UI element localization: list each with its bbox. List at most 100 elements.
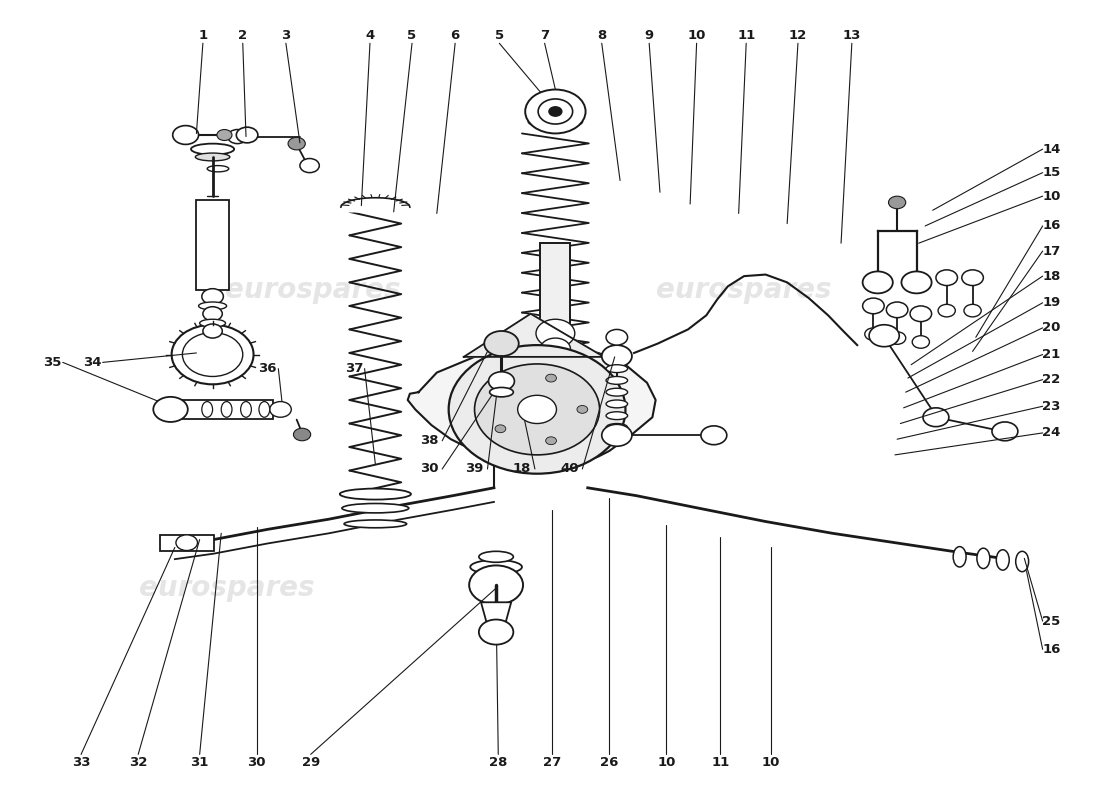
Ellipse shape bbox=[196, 153, 230, 161]
Circle shape bbox=[236, 127, 257, 143]
Circle shape bbox=[228, 130, 248, 144]
Circle shape bbox=[474, 364, 600, 455]
Text: 1: 1 bbox=[198, 29, 208, 42]
Circle shape bbox=[518, 395, 557, 423]
Text: 14: 14 bbox=[1042, 142, 1060, 156]
Text: 9: 9 bbox=[645, 29, 653, 42]
Text: 11: 11 bbox=[737, 29, 756, 42]
Ellipse shape bbox=[191, 144, 234, 154]
Circle shape bbox=[538, 99, 573, 124]
Text: 2: 2 bbox=[239, 29, 248, 42]
Ellipse shape bbox=[340, 489, 411, 499]
Circle shape bbox=[495, 386, 506, 394]
Circle shape bbox=[936, 270, 957, 286]
Circle shape bbox=[294, 428, 310, 441]
Text: 39: 39 bbox=[465, 462, 484, 475]
Text: 34: 34 bbox=[82, 356, 101, 369]
Circle shape bbox=[961, 270, 983, 286]
Circle shape bbox=[546, 437, 557, 445]
Text: 40: 40 bbox=[560, 462, 579, 475]
Circle shape bbox=[495, 425, 506, 433]
Circle shape bbox=[202, 324, 222, 338]
Circle shape bbox=[887, 302, 907, 318]
Text: 18: 18 bbox=[513, 462, 531, 475]
Circle shape bbox=[300, 158, 319, 173]
Ellipse shape bbox=[954, 546, 966, 567]
Text: 8: 8 bbox=[597, 29, 606, 42]
Text: 25: 25 bbox=[1042, 614, 1060, 627]
Circle shape bbox=[901, 271, 932, 294]
Ellipse shape bbox=[606, 365, 628, 373]
Circle shape bbox=[923, 408, 949, 426]
Ellipse shape bbox=[470, 560, 522, 574]
Text: eurospares: eurospares bbox=[657, 276, 832, 304]
Ellipse shape bbox=[606, 423, 628, 431]
Ellipse shape bbox=[977, 548, 990, 569]
Polygon shape bbox=[481, 602, 512, 626]
Circle shape bbox=[549, 106, 562, 116]
Circle shape bbox=[912, 336, 930, 348]
Ellipse shape bbox=[537, 415, 574, 432]
Text: 11: 11 bbox=[712, 756, 729, 769]
Text: 28: 28 bbox=[490, 756, 507, 769]
Circle shape bbox=[869, 325, 900, 346]
Ellipse shape bbox=[1015, 551, 1028, 572]
Text: 20: 20 bbox=[1042, 322, 1060, 334]
Circle shape bbox=[992, 422, 1018, 441]
Bar bbox=[197, 200, 229, 290]
Text: 31: 31 bbox=[190, 756, 209, 769]
Circle shape bbox=[202, 306, 222, 321]
Circle shape bbox=[964, 304, 981, 317]
Ellipse shape bbox=[200, 319, 225, 327]
Circle shape bbox=[488, 372, 515, 390]
Ellipse shape bbox=[342, 503, 409, 513]
Circle shape bbox=[288, 138, 306, 150]
Text: 7: 7 bbox=[540, 29, 549, 42]
Ellipse shape bbox=[490, 387, 514, 397]
Circle shape bbox=[602, 345, 631, 367]
Text: 32: 32 bbox=[129, 756, 147, 769]
Text: 38: 38 bbox=[420, 434, 439, 447]
Circle shape bbox=[536, 319, 575, 347]
Circle shape bbox=[478, 619, 514, 645]
Text: 10: 10 bbox=[1042, 190, 1060, 202]
Ellipse shape bbox=[241, 402, 252, 418]
Ellipse shape bbox=[515, 386, 596, 398]
Circle shape bbox=[176, 535, 198, 550]
Text: 17: 17 bbox=[1042, 245, 1060, 258]
Ellipse shape bbox=[201, 402, 212, 418]
Text: 15: 15 bbox=[1042, 166, 1060, 179]
Circle shape bbox=[602, 424, 631, 446]
Text: eurospares: eurospares bbox=[139, 574, 315, 602]
Circle shape bbox=[201, 289, 223, 304]
Circle shape bbox=[540, 338, 571, 360]
Ellipse shape bbox=[997, 550, 1009, 570]
Ellipse shape bbox=[606, 388, 628, 396]
Circle shape bbox=[865, 328, 882, 341]
Ellipse shape bbox=[199, 302, 227, 310]
Text: 5: 5 bbox=[407, 29, 417, 42]
Text: 33: 33 bbox=[72, 756, 90, 769]
Text: eurospares: eurospares bbox=[226, 276, 400, 304]
Ellipse shape bbox=[258, 402, 270, 418]
Polygon shape bbox=[464, 314, 604, 357]
Text: 3: 3 bbox=[282, 29, 290, 42]
Text: 30: 30 bbox=[420, 462, 439, 475]
Circle shape bbox=[449, 345, 626, 474]
Text: 23: 23 bbox=[1042, 400, 1060, 413]
Text: 4: 4 bbox=[365, 29, 375, 42]
Text: 6: 6 bbox=[451, 29, 460, 42]
Text: 30: 30 bbox=[248, 756, 266, 769]
Circle shape bbox=[217, 130, 232, 141]
Text: 26: 26 bbox=[601, 756, 618, 769]
Ellipse shape bbox=[606, 377, 628, 384]
Bar bbox=[178, 400, 273, 419]
Circle shape bbox=[153, 397, 188, 422]
Circle shape bbox=[910, 306, 932, 322]
Text: 35: 35 bbox=[43, 356, 62, 369]
Ellipse shape bbox=[478, 551, 514, 562]
Circle shape bbox=[484, 331, 519, 356]
Text: 37: 37 bbox=[344, 362, 363, 375]
Text: 18: 18 bbox=[1042, 270, 1060, 282]
Circle shape bbox=[606, 330, 628, 345]
